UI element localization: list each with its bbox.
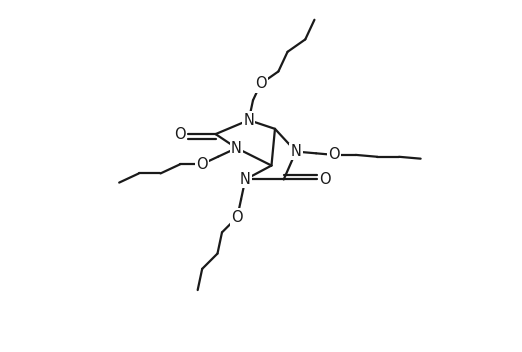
Text: N: N xyxy=(290,144,301,159)
Text: O: O xyxy=(174,127,186,142)
Text: O: O xyxy=(319,172,330,187)
Text: N: N xyxy=(243,113,254,128)
Text: N: N xyxy=(231,140,242,156)
Text: O: O xyxy=(255,76,266,92)
Text: O: O xyxy=(196,157,208,172)
Text: O: O xyxy=(231,209,243,225)
Text: O: O xyxy=(328,147,340,162)
Text: N: N xyxy=(240,172,251,187)
